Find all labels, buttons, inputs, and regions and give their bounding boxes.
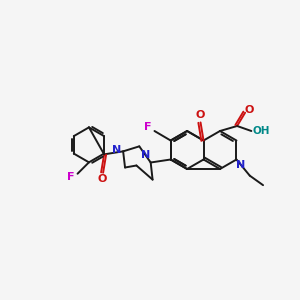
Text: F: F [144, 122, 151, 132]
Text: O: O [98, 174, 107, 184]
Text: N: N [112, 145, 121, 155]
Text: N: N [236, 160, 245, 170]
Text: F: F [67, 172, 74, 182]
Text: OH: OH [253, 126, 270, 136]
Text: O: O [196, 110, 205, 120]
Text: N: N [141, 151, 150, 160]
Text: O: O [244, 105, 254, 115]
